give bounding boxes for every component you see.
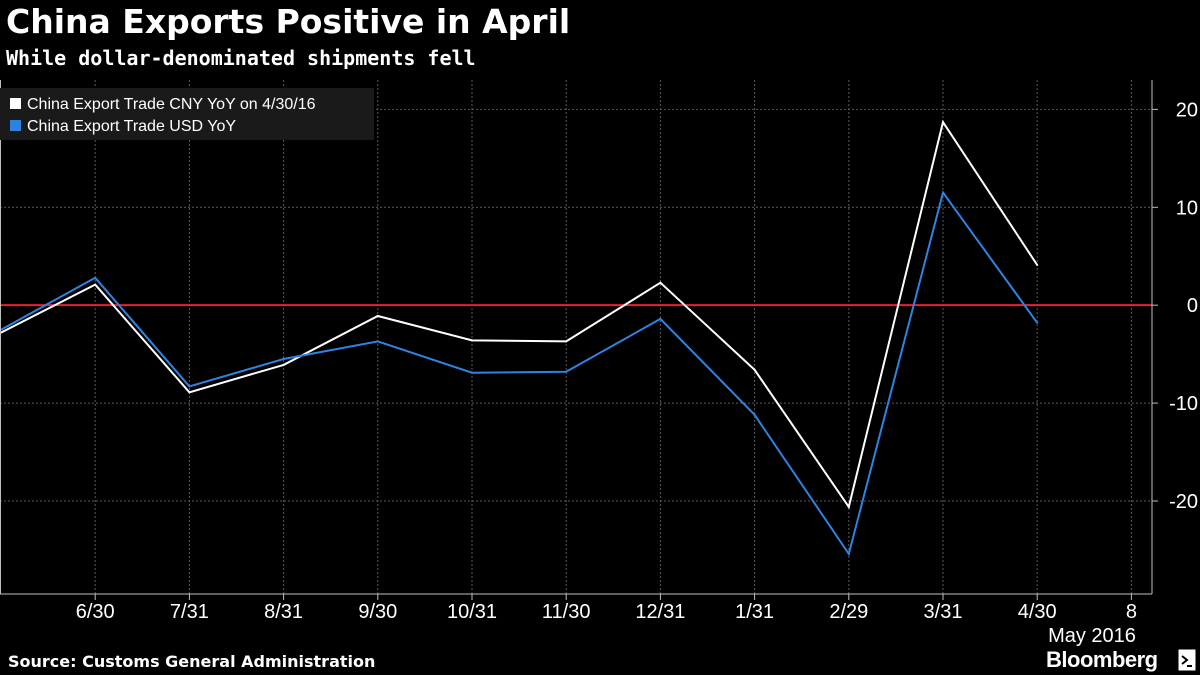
y-tick-label: -10 (1169, 393, 1198, 415)
chart-title: China Exports Positive in April (6, 2, 571, 41)
data-point-usd (753, 413, 756, 416)
data-point-cny (942, 121, 944, 124)
data-point-usd (1036, 321, 1039, 324)
source-note: Source: Customs General Administration (8, 652, 376, 671)
y-tick-label: 0 (1187, 295, 1198, 317)
x-tick-label: 12/31 (635, 601, 685, 623)
data-point-usd (847, 552, 850, 555)
legend-swatch-usd (10, 120, 21, 131)
data-point-usd (376, 340, 379, 343)
data-point-cny (565, 340, 568, 343)
terminal-icon (1178, 649, 1196, 671)
data-point-usd (188, 385, 191, 388)
data-point-cny (188, 391, 191, 394)
x-tick-label: 4/30 (1018, 601, 1057, 623)
x-tick-label: 7/31 (170, 601, 209, 623)
data-point-usd (565, 370, 568, 373)
data-point-cny (1036, 264, 1039, 267)
series-line-cny (0, 119, 1039, 510)
x-tick-label: 6/30 (76, 601, 115, 623)
x-tick-label: 1/31 (735, 601, 774, 623)
x-tick-label: 9/30 (358, 601, 397, 623)
x-tick-label: 11/30 (542, 601, 591, 623)
data-point-usd (659, 317, 662, 320)
data-point-cny (282, 363, 285, 366)
legend-box (0, 88, 374, 140)
data-point-cny (376, 314, 379, 317)
y-tick-label: -20 (1169, 491, 1198, 513)
brand-logo: Bloomberg (1046, 647, 1158, 672)
legend-label-cny: China Export Trade CNY YoY on 4/30/16 (27, 96, 316, 113)
series-line-usd (0, 190, 1039, 557)
data-point-cny (847, 505, 850, 508)
data-point-usd (471, 371, 473, 374)
grid-lines (0, 80, 1152, 594)
x-tick-label: 8/31 (264, 601, 303, 623)
data-point-cny (753, 368, 756, 371)
legend-swatch-cny (10, 98, 21, 109)
data-point-cny (659, 281, 662, 284)
axes: 20 10 0 -10 -20 6/30 7/31 8/31 9/30 10/31 11/30 12/… (0, 80, 1198, 647)
data-point-usd (94, 276, 97, 279)
x-secondary-label: May 2016 (1048, 625, 1136, 647)
data-point-usd (942, 191, 944, 194)
x-tick-label: 10/31 (447, 601, 497, 623)
legend: China Export Trade CNY YoY on 4/30/16 Chi… (0, 88, 374, 140)
data-point-cny (471, 339, 473, 342)
data-point-cny (94, 283, 97, 286)
x-tick-label: 3/31 (924, 601, 963, 623)
chart-subtitle: While dollar-denominated shipments fell (6, 46, 476, 70)
legend-label-usd: China Export Trade USD YoY (27, 118, 236, 135)
y-tick-label: 10 (1176, 197, 1198, 219)
y-tick-label: 20 (1176, 99, 1198, 121)
data-point-usd (282, 358, 285, 361)
x-tick-label: 8 (1126, 601, 1137, 623)
x-tick-label: 2/29 (829, 601, 868, 623)
series-lines (0, 119, 1039, 557)
